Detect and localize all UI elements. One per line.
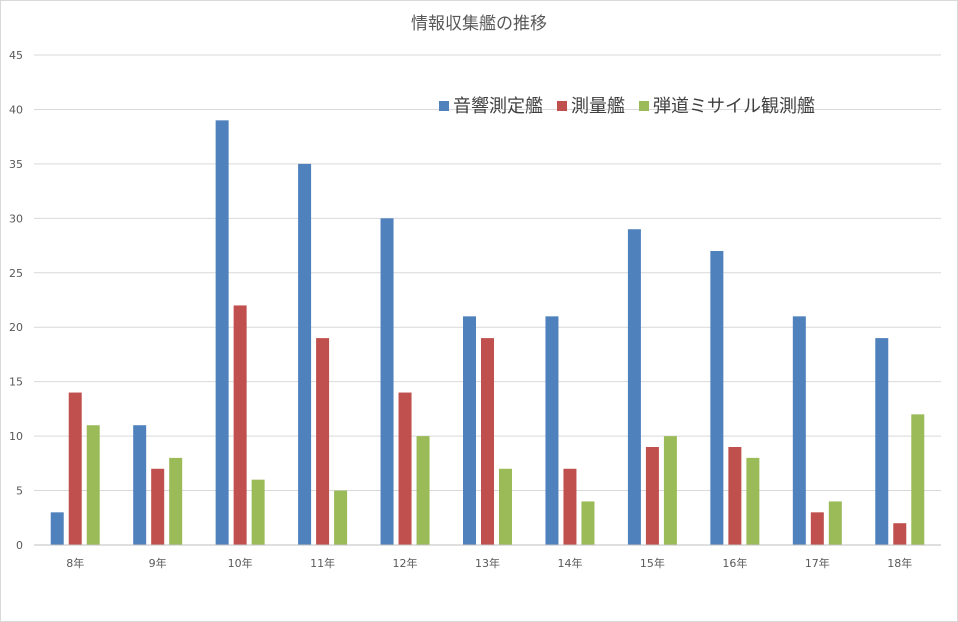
legend-label: 音響測定艦 bbox=[453, 96, 543, 117]
bar-11年-弾道ミサイル観測艦 bbox=[334, 490, 348, 545]
bar-11年-測量艦 bbox=[316, 338, 330, 545]
bar-14年-弾道ミサイル観測艦 bbox=[581, 501, 595, 545]
bar-18年-音響測定艦 bbox=[875, 338, 889, 545]
bar-10年-測量艦 bbox=[233, 305, 247, 545]
bar-15年-測量艦 bbox=[645, 447, 659, 545]
y-tick-label: 10 bbox=[9, 430, 23, 443]
x-tick-label: 17年 bbox=[805, 556, 830, 570]
legend-swatch-弾道ミサイル観測艦 bbox=[639, 101, 649, 111]
bar-15年-音響測定艦 bbox=[627, 229, 641, 545]
bar-15年-弾道ミサイル観測艦 bbox=[663, 436, 677, 545]
legend-swatch-測量艦 bbox=[557, 101, 567, 111]
bar-10年-弾道ミサイル観測艦 bbox=[251, 479, 265, 545]
bar-13年-音響測定艦 bbox=[463, 316, 476, 545]
legend-swatch-音響測定艦 bbox=[439, 101, 449, 111]
y-tick-label: 35 bbox=[9, 158, 23, 171]
bar-9年-音響測定艦 bbox=[133, 425, 147, 545]
x-tick-label: 10年 bbox=[228, 556, 253, 570]
x-tick-label: 15年 bbox=[640, 556, 665, 570]
bar-14年-音響測定艦 bbox=[545, 316, 559, 545]
bar-8年-音響測定艦 bbox=[50, 512, 64, 545]
bar-12年-音響測定艦 bbox=[380, 218, 394, 546]
x-tick-label: 18年 bbox=[887, 556, 912, 570]
y-tick-label: 20 bbox=[9, 321, 23, 334]
y-tick-label: 40 bbox=[9, 103, 23, 116]
bar-16年-音響測定艦 bbox=[710, 251, 724, 545]
bar-11年-音響測定艦 bbox=[298, 163, 312, 545]
bar-18年-測量艦 bbox=[893, 523, 907, 545]
bar-16年-測量艦 bbox=[728, 447, 742, 545]
y-tick-label: 0 bbox=[16, 539, 23, 552]
bar-8年-弾道ミサイル観測艦 bbox=[86, 425, 100, 545]
x-tick-label: 13年 bbox=[475, 556, 500, 570]
bar-12年-弾道ミサイル観測艦 bbox=[416, 436, 430, 545]
y-tick-label: 25 bbox=[9, 267, 23, 280]
bars bbox=[50, 120, 925, 546]
bar-14年-測量艦 bbox=[563, 468, 577, 545]
bar-8年-測量艦 bbox=[68, 392, 82, 545]
chart-title: 情報収集艦の推移 bbox=[411, 14, 547, 34]
y-tick-label: 15 bbox=[9, 376, 23, 389]
bar-13年-測量艦 bbox=[481, 338, 494, 545]
bar-9年-弾道ミサイル観測艦 bbox=[169, 457, 183, 545]
y-tick-label: 5 bbox=[16, 485, 23, 498]
bar-16年-弾道ミサイル観測艦 bbox=[746, 457, 760, 545]
legend-label: 測量艦 bbox=[571, 96, 625, 117]
legend-label: 弾道ミサイル観測艦 bbox=[653, 96, 815, 117]
x-tick-label: 16年 bbox=[722, 556, 747, 570]
bar-13年-弾道ミサイル観測艦 bbox=[499, 468, 512, 545]
y-tick-label: 30 bbox=[9, 212, 23, 225]
x-tick-label: 14年 bbox=[557, 556, 582, 570]
y-axis-ticks: 0 5 10 15 20 25 30 35 40 45 bbox=[9, 49, 23, 552]
bar-17年-測量艦 bbox=[810, 512, 824, 545]
bar-10年-音響測定艦 bbox=[215, 120, 229, 545]
bar-17年-音響測定艦 bbox=[792, 316, 806, 545]
bar-17年-弾道ミサイル観測艦 bbox=[828, 501, 842, 545]
x-tick-label: 8年 bbox=[66, 556, 84, 570]
y-tick-label: 45 bbox=[9, 49, 23, 62]
x-tick-label: 11年 bbox=[310, 556, 335, 570]
bar-12年-測量艦 bbox=[398, 392, 412, 545]
x-tick-label: 12年 bbox=[393, 556, 418, 570]
gridlines bbox=[34, 54, 941, 492]
bar-18年-弾道ミサイル観測艦 bbox=[911, 414, 925, 545]
x-tick-label: 9年 bbox=[149, 556, 167, 570]
bar-9年-測量艦 bbox=[151, 468, 165, 545]
legend: 音響測定艦 測量艦 弾道ミサイル観測艦 bbox=[439, 96, 815, 117]
x-axis-ticks: 8年 9年 10年 11年 12年 13年 14年 15年 16年 17年 18年 bbox=[66, 556, 912, 570]
